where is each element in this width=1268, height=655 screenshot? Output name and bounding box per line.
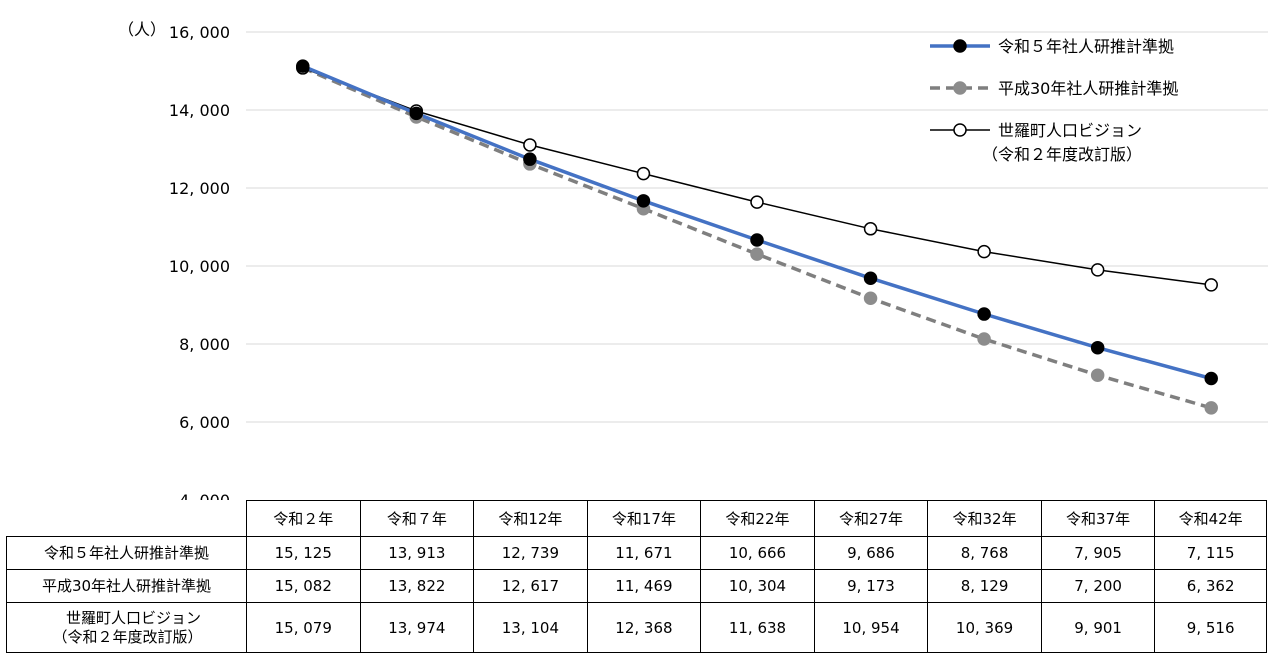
data-point-series-1 (296, 59, 310, 73)
category-header: 令和12年 (473, 500, 588, 537)
data-point-series-1 (1090, 340, 1105, 355)
table-cell: 10, 666 (700, 536, 815, 570)
data-point-series-2 (1090, 368, 1105, 382)
series-markers (296, 59, 1218, 415)
data-point-series-3 (1204, 278, 1218, 292)
data-point-series-1 (750, 233, 764, 247)
data-point-series-3 (863, 222, 878, 236)
y-tick-label: 8, 000 (179, 335, 230, 354)
legend-label-3: 世羅町人口ビジョン (998, 121, 1142, 140)
y-tick-label: 10, 000 (169, 257, 230, 276)
table-cell: 15, 125 (246, 536, 361, 570)
table-cell: 7, 200 (1040, 569, 1156, 603)
table-cell: 6, 362 (1154, 569, 1267, 603)
table-cell: 7, 115 (1154, 536, 1267, 570)
data-point-series-1 (977, 307, 991, 321)
y-tick-label: 12, 000 (169, 179, 230, 198)
table-cell: 7, 905 (1040, 536, 1156, 570)
table-row-label-line: （令和２年度改訂版） (52, 627, 203, 646)
data-table: 令和２年 令和７年 令和12年 令和17年 令和22年 令和27年 令和32年 令和37年 令和… (6, 500, 1267, 653)
table-cell: 11, 671 (586, 536, 702, 570)
data-point-series-1 (523, 152, 537, 166)
table-cell: 13, 974 (359, 602, 475, 653)
legend-marker-1 (953, 39, 967, 53)
table-cell: 13, 913 (359, 536, 475, 570)
table-corner (7, 501, 247, 537)
table-cell: 9, 516 (1154, 602, 1267, 653)
data-point-series-1 (409, 106, 424, 121)
legend-label-1: 令和５年社人研推計準拠 (998, 37, 1174, 56)
table-cell: 13, 822 (359, 569, 475, 603)
table-cell: 10, 369 (927, 602, 1042, 653)
category-header: 令和42年 (1154, 500, 1267, 537)
table-cell: 9, 686 (813, 536, 929, 570)
y-tick-label: 16, 000 (169, 23, 230, 42)
category-header: 令和37年 (1040, 500, 1156, 537)
table-row-label-line: 令和５年社人研推計準拠 (43, 543, 209, 562)
y-tick-label: 14, 000 (169, 101, 230, 120)
data-point-series-3 (977, 244, 991, 259)
table-cell: 11, 638 (700, 602, 815, 653)
category-header: 令和２年 (246, 500, 361, 537)
category-header: 令和27年 (813, 500, 929, 537)
data-point-series-1 (1204, 371, 1218, 386)
y-axis-ticks: 4, 000 6, 000 8, 000 10, 000 12, 000 14, 000 1… (169, 23, 230, 500)
line-chart: 4, 000 6, 000 8, 000 10, 000 12, 000 14, 000 1… (169, 23, 1268, 500)
table-cell: 13, 104 (473, 602, 588, 653)
data-point-series-2 (750, 247, 764, 261)
table-row-label: 世羅町人口ビジョン （令和２年度改訂版） (6, 602, 247, 653)
category-header: 令和22年 (700, 500, 815, 537)
data-point-series-3 (750, 195, 764, 209)
y-axis-unit-label: （人） (118, 20, 167, 39)
table-row-label: 令和５年社人研推計準拠 (6, 536, 247, 570)
table-cell: 8, 768 (927, 536, 1042, 570)
data-point-series-2 (863, 291, 878, 306)
table-cell: 15, 079 (246, 602, 361, 653)
category-header: 令和32年 (927, 500, 1042, 537)
data-point-series-2 (1204, 401, 1218, 415)
table-cell: 10, 304 (700, 569, 815, 603)
series-line-2 (302, 66, 1212, 410)
table-cell: 11, 469 (586, 569, 702, 603)
table-row-label-line: 平成30年社人研推計準拠 (41, 576, 212, 595)
table-cell: 9, 901 (1040, 602, 1156, 653)
category-header: 令和７年 (359, 500, 475, 537)
y-tick-label: 6, 000 (179, 413, 230, 432)
legend-label-2: 平成30年社人研推計準拠 (998, 79, 1178, 98)
table-cell: 15, 082 (246, 569, 361, 603)
table-row: 令和５年社人研推計準拠 15, 125 13, 913 12, 739 11, 671 1… (6, 536, 1267, 570)
table-cell: 8, 129 (927, 569, 1042, 603)
category-header: 令和17年 (586, 500, 702, 537)
table-cell: 12, 368 (586, 602, 702, 653)
data-point-series-3 (636, 166, 651, 181)
table-row-label-line: 世羅町人口ビジョン (65, 608, 201, 627)
y-tick-label: 4, 000 (179, 491, 230, 500)
table-row-label: 平成30年社人研推計準拠 (6, 569, 247, 603)
legend-marker-2 (953, 81, 967, 95)
data-point-series-1 (636, 194, 651, 208)
series-line-1 (302, 64, 1212, 381)
table-row: 平成30年社人研推計準拠 15, 082 13, 822 12, 617 11, 469… (6, 569, 1267, 603)
data-point-series-1 (863, 271, 878, 285)
table-cell: 12, 739 (473, 536, 588, 570)
legend-marker-3 (953, 123, 967, 137)
data-point-series-2 (977, 332, 991, 346)
data-point-series-3 (1090, 263, 1105, 277)
table-cell: 12, 617 (473, 569, 588, 603)
table-row: 世羅町人口ビジョン （令和２年度改訂版） 15, 079 13, 974 13, 104… (6, 602, 1267, 653)
table-cell: 10, 954 (813, 602, 929, 653)
legend-label-3: （令和２年度改訂版） (982, 145, 1142, 164)
table-header-row: 令和２年 令和７年 令和12年 令和17年 令和22年 令和27年 令和32年 令和37年 令和… (7, 500, 1267, 537)
data-point-series-3 (523, 138, 537, 152)
table-cell: 9, 173 (813, 569, 929, 603)
